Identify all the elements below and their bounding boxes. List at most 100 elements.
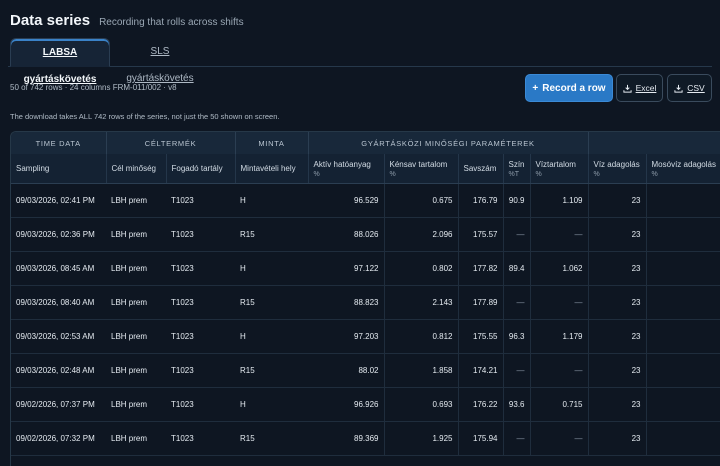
table-cell: 23: [588, 387, 647, 422]
table-cell: 97.203: [308, 319, 385, 354]
column-header[interactable]: Savszám: [458, 154, 504, 184]
table-cell: [646, 251, 720, 286]
column-header[interactable]: Mintavételi hely: [235, 154, 309, 184]
table-row[interactable]: 09/03/2026, 02:53 AM LBH prem T1023 H 97.203…: [11, 319, 720, 354]
table-cell: [646, 421, 720, 456]
column-header[interactable]: Kénsav tartalom%: [384, 154, 459, 184]
tab-labsa[interactable]: LABSA gyártáskövetés: [10, 38, 110, 85]
column-header[interactable]: Fogadó tartály: [166, 154, 236, 184]
table-cell: 09/02/2026, 07:37 PM: [11, 387, 106, 422]
table-cell: R15: [235, 353, 308, 388]
table-cell: [646, 285, 720, 320]
table-cell: 1.062: [530, 251, 589, 286]
series-summary: 50 of 742 rows · 24 columns FRM-011/002 …: [10, 83, 177, 92]
column-header[interactable]: Cél minőség: [106, 154, 167, 184]
table-cell: 96.529: [308, 183, 385, 218]
table-cell: 09/02/2026, 07:32 PM: [11, 421, 106, 456]
table-cell: 97.122: [308, 251, 385, 286]
download-icon: [622, 84, 632, 93]
table-cell: 09/03/2026, 08:45 AM: [11, 251, 106, 286]
table-cell: 1.109: [530, 183, 589, 218]
column-header[interactable]: Mosóvíz adagolás%: [646, 154, 720, 184]
table-cell: 2.143: [384, 285, 459, 320]
table-cell: T1023: [166, 353, 235, 388]
table-cell: —: [503, 421, 531, 456]
table-cell: LBH prem: [106, 319, 166, 354]
table-cell: 23: [588, 421, 647, 456]
table-cell: —: [530, 353, 589, 388]
table-cell: 0.715: [530, 387, 589, 422]
table-cell: H: [235, 251, 308, 286]
table-row[interactable]: 09/02/2026, 07:37 PM LBH prem T1023 H 96.926…: [11, 387, 720, 422]
table-cell: [646, 319, 720, 354]
table-row[interactable]: 09/03/2026, 08:45 AM LBH prem T1023 H 97.122…: [11, 251, 720, 286]
table-cell: —: [530, 421, 589, 456]
table-cell: 96.926: [308, 387, 385, 422]
data-table-container[interactable]: TIME DATA CÉLTERMÉK MINTA GYÁRTÁSKÖZI MI…: [10, 131, 720, 466]
table-cell: 09/03/2026, 08:40 AM: [11, 285, 106, 320]
table-cell: T1023: [166, 319, 235, 354]
table-row[interactable]: 09/02/2026, 07:32 PM LBH prem T1023 R15 89.3…: [11, 421, 720, 456]
column-header[interactable]: Víztartalom%: [530, 154, 589, 184]
data-table: TIME DATA CÉLTERMÉK MINTA GYÁRTÁSKÖZI MI…: [11, 132, 720, 456]
column-header[interactable]: Víz adagolás%: [588, 154, 647, 184]
table-cell: LBH prem: [106, 251, 166, 286]
record-row-button[interactable]: + Record a row: [525, 74, 613, 102]
column-group-row: TIME DATA CÉLTERMÉK MINTA GYÁRTÁSKÖZI MI…: [11, 132, 720, 154]
column-header-label: Mosóvíz adagolás: [651, 159, 716, 169]
table-cell: —: [503, 353, 531, 388]
table-cell: 0.802: [384, 251, 459, 286]
table-cell: [646, 353, 720, 388]
column-header[interactable]: Sampling: [11, 154, 107, 184]
group-header: CÉLTERMÉK: [106, 132, 236, 154]
column-header[interactable]: Aktív hatóanyag%: [308, 154, 385, 184]
table-row[interactable]: 09/03/2026, 02:41 PM LBH prem T1023 H 96.529…: [11, 183, 720, 218]
table-cell: T1023: [166, 285, 235, 320]
table-cell: 09/03/2026, 02:36 PM: [11, 217, 106, 252]
table-cell: 90.9: [503, 183, 531, 218]
column-unit: %T: [508, 170, 520, 178]
excel-download-button[interactable]: Excel: [616, 74, 663, 102]
table-cell: 89.369: [308, 421, 385, 456]
table-cell: 89.4: [503, 251, 531, 286]
table-cell: 1.858: [384, 353, 459, 388]
tab-sls[interactable]: SLS gyártáskövetés: [126, 46, 194, 84]
table-cell: H: [235, 387, 308, 422]
table-cell: —: [530, 285, 589, 320]
plus-icon: +: [532, 82, 539, 94]
column-unit: %: [651, 170, 658, 178]
column-unit: %: [593, 170, 600, 178]
table-cell: R15: [235, 285, 308, 320]
table-row[interactable]: 09/03/2026, 02:36 PM LBH prem T1023 R15 88.0…: [11, 217, 720, 252]
table-cell: T1023: [166, 251, 235, 286]
table-cell: 1.925: [384, 421, 459, 456]
table-cell: —: [530, 217, 589, 252]
page-header: Data series Recording that rolls across …: [10, 12, 244, 29]
table-cell: H: [235, 319, 308, 354]
table-cell: 177.89: [458, 285, 504, 320]
table-cell: T1023: [166, 217, 235, 252]
csv-download-button[interactable]: CSV: [667, 74, 712, 102]
column-header-label: Víz adagolás: [593, 159, 640, 169]
table-row[interactable]: 09/03/2026, 08:40 AM LBH prem T1023 R15 88.8…: [11, 285, 720, 320]
table-cell: 0.693: [384, 387, 459, 422]
column-unit: %: [535, 170, 542, 178]
table-cell: LBH prem: [106, 285, 166, 320]
table-cell: 93.6: [503, 387, 531, 422]
table-cell: 23: [588, 251, 647, 286]
table-cell: 09/03/2026, 02:53 AM: [11, 319, 106, 354]
table-cell: T1023: [166, 387, 235, 422]
table-row[interactable]: 09/03/2026, 02:48 AM LBH prem T1023 R15 88.0…: [11, 353, 720, 388]
table-cell: 177.82: [458, 251, 504, 286]
column-header-label: Cél minőség: [111, 164, 156, 173]
table-cell: H: [235, 183, 308, 218]
table-cell: 88.823: [308, 285, 385, 320]
column-header-label: Kénsav tartalom: [389, 159, 448, 169]
table-cell: —: [503, 217, 531, 252]
record-row-label: Record a row: [542, 82, 606, 94]
table-cell: 23: [588, 353, 647, 388]
column-header-label: Savszám: [463, 164, 497, 173]
column-header[interactable]: Szín %T: [503, 154, 531, 184]
table-cell: 175.57: [458, 217, 504, 252]
